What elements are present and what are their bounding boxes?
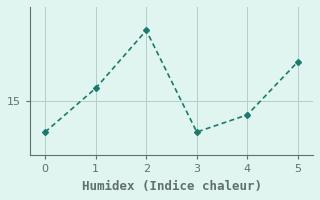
X-axis label: Humidex (Indice chaleur): Humidex (Indice chaleur) — [82, 180, 261, 193]
